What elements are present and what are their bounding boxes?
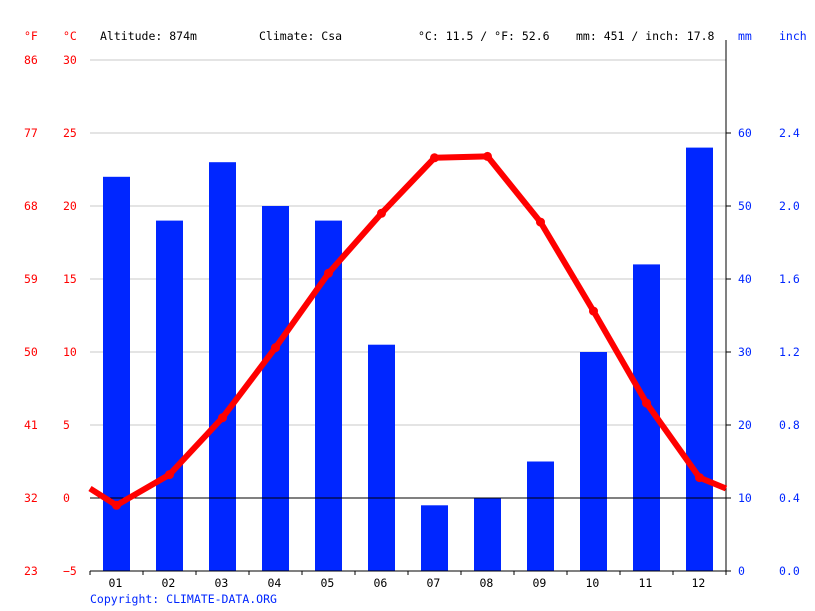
month-label: 10 bbox=[585, 576, 600, 590]
month-label: 01 bbox=[108, 576, 123, 590]
temperature-point bbox=[642, 398, 651, 408]
mm-tick-label: 40 bbox=[738, 272, 752, 286]
temperature-line bbox=[88, 153, 728, 509]
temperature-point bbox=[324, 268, 333, 278]
celsius-unit-label: °C bbox=[63, 29, 77, 43]
temperature-point bbox=[695, 473, 704, 483]
temperature-point bbox=[271, 343, 280, 353]
celsius-tick-label: 0 bbox=[63, 491, 70, 505]
fahrenheit-tick-label: 41 bbox=[24, 418, 38, 432]
precipitation-bar bbox=[368, 344, 395, 571]
temperature-point bbox=[165, 470, 174, 480]
month-label: 05 bbox=[320, 576, 335, 590]
mm-tick-label: 60 bbox=[738, 126, 752, 140]
mm-tick-label: 0 bbox=[738, 564, 745, 578]
celsius-tick-label: 20 bbox=[63, 199, 77, 213]
celsius-tick-label: −5 bbox=[63, 564, 77, 578]
month-label: 04 bbox=[267, 576, 282, 590]
month-label: 09 bbox=[532, 576, 547, 590]
temperature-point bbox=[112, 500, 121, 510]
celsius-tick-label: 10 bbox=[63, 345, 77, 359]
celsius-tick-label: 30 bbox=[63, 53, 77, 67]
precipitation-bar bbox=[209, 162, 236, 571]
total-precipitation-label: mm: 451 / inch: 17.8 bbox=[576, 29, 715, 43]
temperature-point bbox=[589, 306, 598, 316]
month-label: 03 bbox=[214, 576, 229, 590]
inch-unit-label: inch bbox=[779, 29, 807, 43]
month-label: 02 bbox=[161, 576, 176, 590]
fahrenheit-tick-label: 32 bbox=[24, 491, 38, 505]
temperature-point bbox=[430, 153, 439, 163]
celsius-tick-label: 5 bbox=[63, 418, 70, 432]
fahrenheit-tick-label: 86 bbox=[24, 53, 38, 67]
temperature-point bbox=[536, 217, 545, 227]
inch-tick-label: 2.4 bbox=[779, 126, 800, 140]
mm-tick-label: 20 bbox=[738, 418, 752, 432]
fahrenheit-tick-label: 59 bbox=[24, 272, 38, 286]
precipitation-bar bbox=[103, 176, 130, 572]
precipitation-bar bbox=[686, 147, 713, 571]
month-label: 11 bbox=[638, 576, 653, 590]
precipitation-bar bbox=[474, 498, 501, 571]
fahrenheit-tick-label: 23 bbox=[24, 564, 38, 578]
celsius-tick-label: 15 bbox=[63, 272, 77, 286]
inch-tick-label: 1.2 bbox=[779, 345, 800, 359]
precipitation-bar bbox=[315, 220, 342, 571]
fahrenheit-unit-label: °F bbox=[24, 29, 38, 43]
fahrenheit-tick-label: 77 bbox=[24, 126, 38, 140]
temperature-point bbox=[377, 208, 386, 218]
mm-tick-label: 50 bbox=[738, 199, 752, 213]
temperature-point bbox=[483, 151, 492, 161]
month-label: 12 bbox=[691, 576, 706, 590]
inch-tick-label: 0.8 bbox=[779, 418, 800, 432]
average-temperature-label: °C: 11.5 / °F: 52.6 bbox=[418, 29, 550, 43]
precipitation-bar bbox=[156, 220, 183, 571]
inch-tick-label: 2.0 bbox=[779, 199, 800, 213]
celsius-tick-label: 25 bbox=[63, 126, 77, 140]
mm-tick-label: 10 bbox=[738, 491, 752, 505]
mm-tick-label: 30 bbox=[738, 345, 752, 359]
fahrenheit-tick-label: 68 bbox=[24, 199, 38, 213]
inch-tick-label: 1.6 bbox=[779, 272, 800, 286]
climate-label: Climate: Csa bbox=[259, 29, 343, 43]
month-label: 07 bbox=[426, 576, 441, 590]
precipitation-bar bbox=[580, 352, 607, 571]
altitude-label: Altitude: 874m bbox=[100, 29, 197, 43]
fahrenheit-tick-label: 50 bbox=[24, 345, 38, 359]
temperature-point bbox=[218, 413, 227, 423]
inch-tick-label: 0.0 bbox=[779, 564, 800, 578]
month-label: 08 bbox=[479, 576, 494, 590]
precipitation-bar bbox=[262, 206, 289, 571]
precipitation-bar bbox=[527, 461, 554, 571]
mm-unit-label: mm bbox=[738, 29, 752, 43]
precipitation-bar bbox=[421, 505, 448, 571]
month-label: 06 bbox=[373, 576, 388, 590]
copyright-link[interactable]: Copyright: CLIMATE-DATA.ORG bbox=[90, 592, 277, 606]
inch-tick-label: 0.4 bbox=[779, 491, 800, 505]
